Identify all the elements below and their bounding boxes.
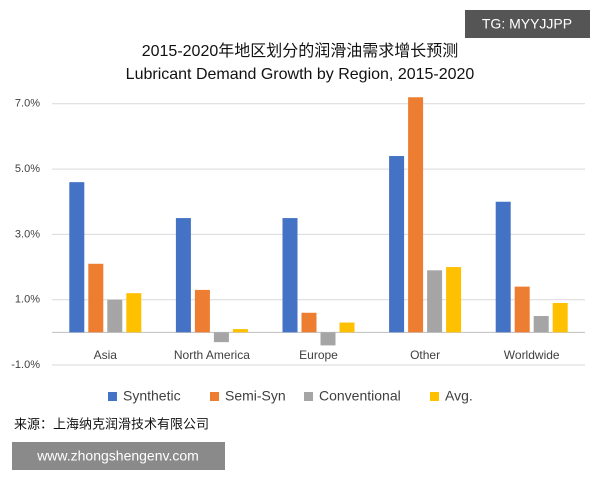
x-tick-label: Europe — [299, 348, 338, 362]
y-tick-label: 1.0% — [15, 294, 40, 306]
source: 来源：上海纳克润滑技术有限公司 — [14, 416, 209, 431]
bar — [427, 270, 443, 333]
bar — [232, 329, 248, 333]
y-tick-label: 7.0% — [15, 98, 40, 110]
bar — [282, 218, 298, 333]
chart-subtitle: Lubricant Demand Growth by Region, 2015-… — [126, 66, 475, 83]
bar — [408, 97, 424, 333]
bar — [389, 156, 405, 333]
legend-swatch — [108, 392, 117, 401]
x-tick-label: North America — [174, 348, 250, 362]
bar — [495, 201, 511, 333]
bar — [213, 332, 229, 343]
legend-swatch — [210, 392, 219, 401]
legend-swatch — [430, 392, 439, 401]
legend-label: Synthetic — [123, 388, 181, 404]
y-tick-label: -1.0% — [11, 359, 40, 371]
x-tick-label: Asia — [94, 348, 118, 362]
watermark-box — [12, 442, 225, 470]
bar — [552, 302, 568, 333]
bar — [301, 312, 317, 333]
bar — [194, 289, 210, 333]
y-tick-label: 3.0% — [15, 228, 40, 240]
bar — [88, 263, 104, 333]
bar — [533, 316, 549, 333]
bar — [107, 299, 123, 333]
bar — [514, 286, 530, 333]
bar — [175, 218, 191, 333]
x-tick-label: Worldwide — [504, 348, 560, 362]
watermark: www.zhongshengenv.com — [36, 448, 199, 464]
legend-label: Semi-Syn — [225, 388, 286, 404]
bar — [126, 293, 142, 333]
chart-title: 2015-2020年地区划分的润滑油需求增长预测 — [142, 42, 459, 60]
y-tick-label: 5.0% — [15, 163, 40, 175]
legend-label: Avg. — [445, 388, 473, 404]
legend-swatch — [304, 392, 313, 401]
bar — [446, 267, 462, 333]
bar — [339, 322, 355, 333]
watermark-box — [465, 10, 590, 38]
bar — [320, 332, 336, 346]
x-tick-label: Other — [410, 348, 440, 362]
bar — [69, 182, 85, 333]
watermark: TG: MYYJJPP — [482, 16, 572, 32]
legend-label: Conventional — [319, 388, 401, 404]
